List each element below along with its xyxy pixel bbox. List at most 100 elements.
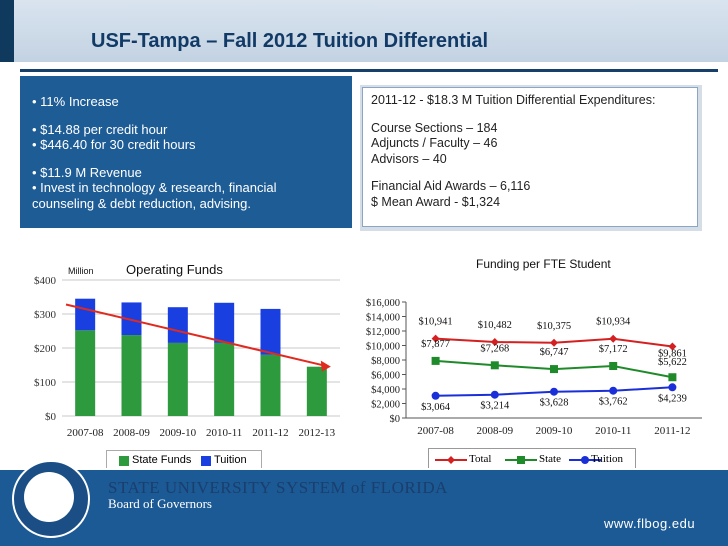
- legend-label-state: State Funds: [132, 454, 192, 466]
- legend-swatch-state: [119, 456, 129, 466]
- organization-subtitle: Board of Governors: [108, 496, 212, 511]
- bullet-line: • Invest in technology & research, finan…: [32, 180, 277, 195]
- bar-tuition: [121, 302, 142, 336]
- y-tick-label: $14,000: [366, 313, 400, 324]
- point-total: [609, 334, 618, 343]
- expenditures-box: 2011-12 - $18.3 M Tuition Differential E…: [362, 87, 698, 227]
- bar-tuition: [260, 308, 281, 355]
- bullet-line: • $11.9 M Revenue: [32, 164, 142, 180]
- point-state: [431, 356, 440, 365]
- y-tick-label: $2,000: [371, 400, 400, 411]
- x-tick-label: 2007-08: [417, 425, 454, 437]
- point-total: [431, 334, 440, 343]
- data-label: $3,064: [421, 402, 451, 413]
- point-tuition: [431, 391, 440, 400]
- data-label: $10,941: [419, 317, 453, 328]
- trend-arrow: [65, 303, 326, 367]
- point-total: [668, 342, 677, 351]
- point-state: [609, 362, 618, 371]
- bar-tuition: [75, 298, 96, 331]
- y-tick-label: $4,000: [371, 385, 400, 396]
- bullet-line: • $446.40 for 30 credit hours: [32, 137, 196, 152]
- legend-swatch-tuition: [201, 456, 211, 466]
- x-tick-label: 2009-10: [536, 425, 573, 437]
- funding-per-fte-title: Funding per FTE Student: [476, 257, 611, 271]
- data-label: $10,934: [596, 317, 631, 328]
- x-tick-label: 2009-10: [159, 427, 196, 439]
- data-label: $10,375: [537, 321, 571, 332]
- y-tick-label: $100: [34, 377, 57, 389]
- bar-tuition: [214, 302, 235, 343]
- point-tuition: [550, 387, 558, 396]
- bar-state: [260, 354, 281, 416]
- point-total: [490, 338, 499, 347]
- y-tick-label: $16,000: [366, 298, 400, 309]
- point-tuition: [668, 383, 677, 392]
- data-label: $7,877: [421, 339, 450, 350]
- title-accent-strip: [0, 0, 14, 62]
- expenditure-line: Adjuncts / Faculty – 46: [371, 136, 498, 150]
- x-tick-label: 2010-11: [595, 425, 631, 437]
- summary-bullets: • 11% Increase • $14.88 per credit hour …: [20, 76, 352, 228]
- point-total: [550, 338, 558, 347]
- x-tick-label: 2008-09: [476, 425, 513, 437]
- expenditures-heading: 2011-12 - $18.3 M Tuition Differential E…: [371, 93, 656, 107]
- y-tick-label: $200: [34, 343, 57, 355]
- data-label: $3,628: [540, 398, 569, 409]
- data-label: $7,172: [599, 344, 628, 355]
- y-tick-label: $0: [45, 411, 57, 423]
- bullet-line: counseling & debt reduction, advising.: [32, 195, 251, 211]
- title-divider: [20, 69, 718, 72]
- point-tuition: [490, 390, 499, 399]
- y-tick-label: $300: [34, 309, 57, 321]
- x-tick-label: 2011-12: [252, 427, 288, 439]
- organization-name: STATE UNIVERSITY SYSTEM of FLORIDA: [108, 478, 448, 497]
- data-label: $3,762: [599, 397, 628, 408]
- point-state: [550, 365, 558, 374]
- y-tick-label: $6,000: [371, 371, 400, 382]
- operating-funds-unit-label: Million: [68, 266, 94, 276]
- y-tick-label: $0: [390, 414, 401, 425]
- expenditure-line: $ Mean Award - $1,324: [371, 194, 501, 209]
- data-label: $5,622: [658, 357, 687, 368]
- x-tick-label: 2011-12: [654, 425, 690, 437]
- expenditure-line: Course Sections – 184: [371, 120, 498, 135]
- trend-arrowhead: [320, 360, 331, 372]
- legend-label-tuition-fte: Tuition: [591, 453, 624, 465]
- data-label: $4,239: [658, 393, 687, 404]
- y-tick-label: $10,000: [366, 342, 400, 353]
- legend-label-state-fte: State: [539, 453, 561, 465]
- page-title: USF-Tampa – Fall 2012 Tuition Differenti…: [91, 30, 489, 52]
- operating-funds-title: Operating Funds: [126, 262, 223, 277]
- y-tick-label: $400: [34, 275, 57, 287]
- operating-funds-chart: $0 $100 $200 $300 $400 2007-08 2008-09 2009-10 2…: [34, 275, 340, 439]
- legend-marker-tuition: [569, 456, 601, 464]
- legend-label-tuition: Tuition: [214, 454, 247, 466]
- bar-tuition: [167, 307, 188, 343]
- legend-marker-state: [505, 456, 537, 464]
- data-label: $9,861: [658, 349, 687, 360]
- bullet-line: • 11% Increase: [32, 94, 119, 109]
- footer-bar: [0, 470, 728, 546]
- bar-state: [121, 335, 142, 416]
- bar-state: [75, 330, 96, 416]
- bar-state: [306, 366, 327, 416]
- point-state: [490, 361, 499, 370]
- x-tick-label: 2007-08: [67, 427, 104, 439]
- y-tick-label: $12,000: [366, 327, 400, 338]
- funding-per-fte-chart: $0 $2,000 $4,000 $6,000 $8,000 $10,000 $12,000…: [366, 298, 702, 437]
- x-tick-label: 2010-11: [206, 427, 242, 439]
- title-bar: [0, 0, 728, 62]
- data-label: $3,214: [480, 401, 510, 412]
- website-link[interactable]: www.flbog.edu: [604, 516, 696, 531]
- data-label: $7,268: [480, 343, 509, 354]
- x-tick-label: 2012-13: [298, 427, 335, 439]
- point-state: [668, 373, 677, 382]
- legend-marker-total: [435, 456, 467, 464]
- legend-label-total: Total: [469, 453, 492, 465]
- bullet-line: • $14.88 per credit hour: [32, 121, 168, 137]
- y-tick-label: $8,000: [371, 356, 400, 367]
- seal-center: [24, 472, 74, 522]
- bar-state: [167, 342, 188, 416]
- data-label: $6,747: [540, 347, 569, 358]
